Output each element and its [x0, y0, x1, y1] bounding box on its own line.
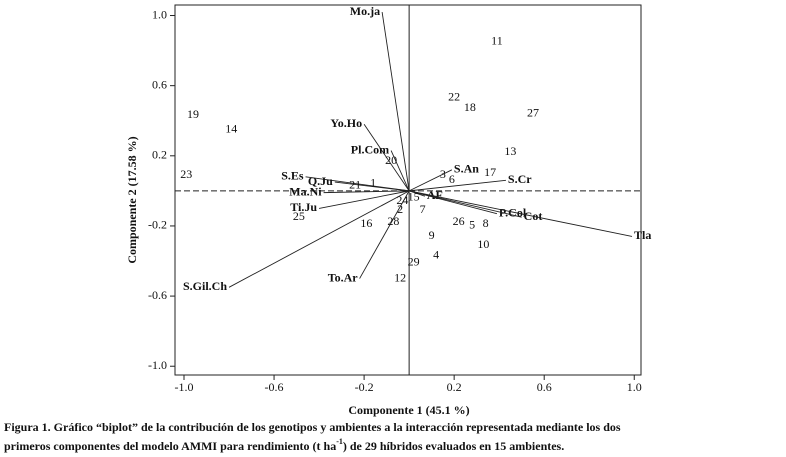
environment-label: Mo.ja — [350, 4, 380, 18]
y-tick-label: -0.2 — [148, 218, 167, 232]
genotype-point: 19 — [187, 107, 199, 121]
environment-vector — [409, 179, 506, 192]
genotype-point: 12 — [394, 270, 406, 284]
y-tick-label: 0.6 — [152, 77, 167, 91]
environment-vector — [381, 11, 410, 191]
genotype-point: 9 — [429, 228, 435, 242]
genotype-point: 22 — [448, 90, 460, 104]
genotype-point: 2 — [397, 202, 403, 216]
x-tick-label: 0.2 — [447, 380, 462, 394]
environment-vector — [323, 190, 410, 194]
environment-vector — [318, 190, 410, 209]
x-tick-label: -0.2 — [355, 380, 374, 394]
x-tick-label: 1.0 — [627, 380, 642, 394]
genotype-point: 15 — [408, 190, 420, 204]
genotype-point: 6 — [449, 172, 455, 186]
y-axis-label: Componente 2 (17.58 %) — [125, 136, 139, 263]
x-tick-label: 0.6 — [537, 380, 552, 394]
genotype-point: 3 — [440, 167, 446, 181]
y-tick-label: -0.6 — [148, 288, 167, 302]
caption-line: Figura 1. Gráfico “biplot” de la contrib… — [4, 420, 621, 434]
genotype-point: 20 — [385, 153, 397, 167]
environment-label: S.An — [454, 162, 479, 176]
genotype-point: 1 — [370, 176, 376, 190]
environment-label: Yo.Ho — [330, 116, 362, 130]
caption-line: primeros componentes del modelo AMMI par… — [4, 437, 564, 453]
environment-vector — [390, 150, 410, 192]
environment-label: S.Es — [281, 169, 304, 183]
environment-label: Ti.Ju — [290, 200, 317, 214]
y-tick-label: 1.0 — [152, 7, 167, 21]
environment-label: Ma.Ni — [289, 184, 322, 198]
environment-label: S.Cr — [508, 172, 532, 186]
genotype-point: 18 — [464, 100, 476, 114]
caption-superscript: -1 — [336, 437, 343, 446]
genotype-point: 4 — [433, 248, 439, 262]
caption-text: primeros componentes del modelo AMMI par… — [4, 439, 336, 453]
genotype-point: 11 — [491, 34, 503, 48]
environment-label: S.Gil.Ch — [183, 279, 227, 293]
y-tick-label: -1.0 — [148, 358, 167, 372]
environment-vector — [409, 190, 522, 218]
environment-label: Tla — [634, 228, 651, 242]
environment-label: To.Ar — [328, 270, 359, 284]
y-tick-label: 0.2 — [152, 148, 167, 162]
environment-vector — [228, 190, 410, 288]
genotype-point: 25 — [293, 209, 305, 223]
genotype-point: 21 — [349, 177, 361, 191]
x-axis-label: Componente 1 (45.1 %) — [348, 403, 469, 417]
genotype-point: 8 — [483, 216, 489, 230]
genotype-point: 28 — [387, 214, 399, 228]
x-tick-label: -0.6 — [265, 380, 284, 394]
environment-label: Q.Ju — [308, 174, 333, 188]
caption-text: ) de 29 híbridos evaluados en 15 ambient… — [343, 439, 564, 453]
genotype-point: 14 — [225, 121, 237, 135]
environment-vector — [363, 123, 410, 192]
genotype-point: 23 — [180, 167, 192, 181]
genotype-point: 7 — [420, 202, 426, 216]
genotype-point: 26 — [453, 214, 465, 228]
genotype-point: 27 — [527, 105, 539, 119]
genotype-point: 16 — [360, 216, 372, 230]
genotype-point: 5 — [469, 218, 475, 232]
environment-label: Pl.Com — [351, 142, 389, 156]
genotype-point: 13 — [504, 144, 516, 158]
environment-vector — [334, 181, 410, 192]
environment-vector — [408, 169, 453, 192]
genotype-point: 10 — [477, 237, 489, 251]
genotype-point: 17 — [484, 165, 496, 179]
genotype-point: 29 — [408, 255, 420, 269]
plot-frame — [174, 4, 642, 376]
environment-vector — [359, 190, 410, 279]
x-tick-label: -1.0 — [175, 380, 194, 394]
genotype-point: 24 — [396, 193, 408, 207]
environment-vector — [409, 190, 633, 237]
